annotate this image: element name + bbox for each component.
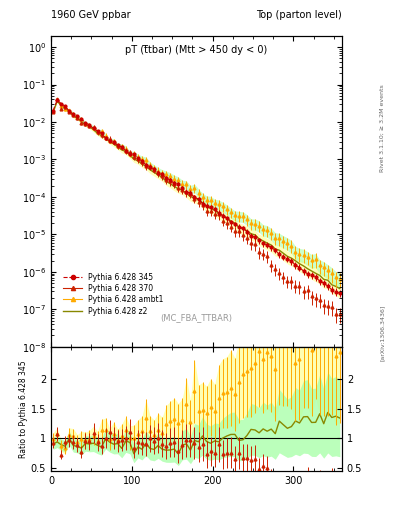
Text: pT (t̅tbar) (Mtt > 450 dy < 0): pT (t̅tbar) (Mtt > 450 dy < 0) [125, 45, 268, 55]
Text: Top (parton level): Top (parton level) [256, 10, 342, 20]
Text: (MC_FBA_TTBAR): (MC_FBA_TTBAR) [160, 313, 233, 322]
Legend: Pythia 6.428 345, Pythia 6.428 370, Pythia 6.428 ambt1, Pythia 6.428 z2: Pythia 6.428 345, Pythia 6.428 370, Pyth… [61, 270, 166, 318]
Y-axis label: Ratio to Pythia 6.428 345: Ratio to Pythia 6.428 345 [19, 360, 28, 458]
Text: Rivet 3.1.10; ≥ 3.2M events: Rivet 3.1.10; ≥ 3.2M events [380, 84, 385, 172]
Text: 1960 GeV ppbar: 1960 GeV ppbar [51, 10, 131, 20]
Text: [arXiv:1306.3436]: [arXiv:1306.3436] [380, 305, 385, 361]
